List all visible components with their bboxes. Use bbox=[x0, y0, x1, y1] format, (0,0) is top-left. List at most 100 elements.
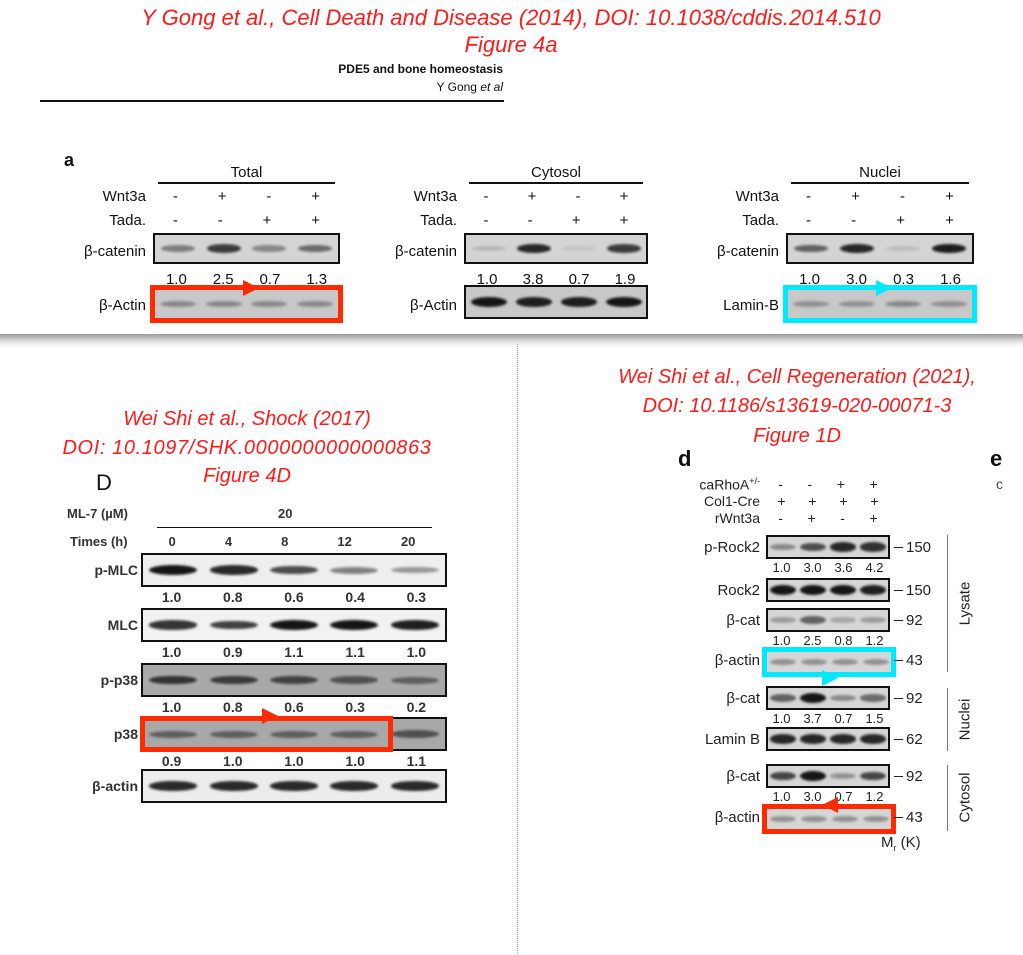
quant-values: 1.0 2.5 0.8 1.2 bbox=[766, 633, 890, 648]
sign: - bbox=[483, 212, 489, 229]
marker-value: 150 bbox=[906, 539, 932, 556]
quant-value: 0.8 bbox=[223, 699, 243, 715]
sign: + bbox=[217, 188, 227, 205]
fraction-bracket bbox=[947, 688, 948, 751]
quant-values: 1.0 3.8 0.7 1.9 bbox=[464, 271, 648, 288]
band bbox=[470, 297, 507, 307]
quant-value: 1.0 bbox=[406, 644, 427, 660]
band bbox=[149, 781, 198, 791]
band bbox=[330, 620, 379, 630]
blot-label: p38 bbox=[113, 726, 138, 742]
blot-β-cat bbox=[766, 686, 890, 710]
band bbox=[330, 781, 379, 791]
quant-values: 1.0 3.0 0.3 1.6 bbox=[786, 271, 974, 288]
fraction-bracket bbox=[947, 765, 948, 831]
quant-value: 0.7 bbox=[568, 271, 590, 288]
blot-label-β-Actin: β-Actin bbox=[410, 297, 457, 314]
band bbox=[839, 301, 875, 307]
quant-value: 1.0 bbox=[772, 711, 791, 726]
quant-values: 0.9 1.0 1.0 1.0 1.1 bbox=[141, 753, 447, 769]
sign: + bbox=[311, 212, 321, 229]
blot-Lamin B bbox=[766, 727, 890, 751]
quant-value: 1.2 bbox=[865, 633, 884, 648]
condition-name: caRhoA bbox=[699, 476, 750, 493]
sign: - bbox=[778, 510, 783, 526]
band bbox=[800, 734, 826, 744]
sign: + bbox=[311, 188, 321, 205]
band bbox=[769, 815, 796, 823]
sign: - bbox=[575, 188, 581, 205]
band bbox=[830, 734, 856, 744]
quant-value: 1.0 bbox=[799, 271, 820, 288]
quant-value: 1.5 bbox=[865, 711, 884, 726]
band bbox=[931, 301, 967, 307]
sign: + bbox=[869, 510, 878, 526]
row-label-wnt3a: Wnt3a bbox=[102, 188, 146, 205]
fraction-label: Cytosol bbox=[956, 772, 974, 823]
sign: - bbox=[806, 188, 812, 205]
running-author-etal: et al bbox=[480, 80, 503, 94]
sign: + bbox=[945, 212, 954, 229]
marker-tick bbox=[894, 817, 903, 818]
sign: - bbox=[172, 188, 178, 205]
band bbox=[209, 730, 258, 738]
band bbox=[606, 244, 641, 253]
band bbox=[886, 246, 920, 251]
time-value: 8 bbox=[281, 534, 289, 549]
marker-tick bbox=[894, 660, 903, 661]
quant-value: 1.1 bbox=[284, 644, 304, 660]
quant-value: 3.0 bbox=[803, 560, 822, 575]
times-label: Times (h) bbox=[70, 534, 128, 549]
sign: + bbox=[619, 212, 629, 229]
panel-e-partial-text: c bbox=[996, 476, 1003, 492]
marker-value: 92 bbox=[906, 768, 923, 785]
time-value: 4 bbox=[224, 534, 233, 549]
band bbox=[159, 300, 196, 308]
group-rule bbox=[158, 182, 335, 184]
blot-beta-catenin bbox=[464, 233, 648, 264]
times-values: 0 4 8 12 20 bbox=[144, 534, 440, 549]
citation-cellregen-line3: Figure 1D bbox=[753, 425, 841, 447]
blot-p-MLC bbox=[141, 553, 447, 587]
quant-values: 1.0 0.8 0.6 0.4 0.3 bbox=[141, 589, 447, 605]
column-divider bbox=[517, 344, 518, 955]
quant-value: 1.0 bbox=[772, 560, 791, 575]
band bbox=[770, 585, 796, 595]
quant-value: 1.2 bbox=[865, 789, 884, 804]
band bbox=[800, 658, 827, 666]
band bbox=[862, 658, 889, 666]
sign: + bbox=[619, 188, 629, 205]
fraction-label: Lysate bbox=[956, 581, 974, 625]
band bbox=[800, 693, 826, 703]
quant-value: 1.0 bbox=[345, 753, 365, 769]
mr-m: M bbox=[881, 834, 894, 851]
sign: - bbox=[483, 188, 489, 205]
panel-label-D: D bbox=[96, 470, 112, 495]
sign: + bbox=[807, 510, 816, 526]
marker-value: 43 bbox=[906, 652, 923, 669]
marker-tick bbox=[894, 590, 903, 591]
wnt3a-signs: - + - + bbox=[464, 188, 648, 205]
band bbox=[770, 543, 796, 551]
blot-label: β-actin bbox=[92, 778, 138, 794]
band bbox=[251, 300, 288, 308]
quant-value: 0.6 bbox=[284, 699, 304, 715]
blot-p38 bbox=[141, 717, 447, 751]
quant-value: 0.4 bbox=[345, 589, 365, 605]
quant-value: 3.7 bbox=[803, 711, 822, 726]
row-label-wnt3a: Wnt3a bbox=[735, 188, 779, 205]
ml7-rule bbox=[157, 527, 432, 528]
group-rule bbox=[469, 182, 643, 184]
quant-value: 0.7 bbox=[834, 711, 853, 726]
band bbox=[862, 815, 889, 823]
band bbox=[269, 781, 318, 791]
band bbox=[209, 675, 258, 685]
band bbox=[830, 542, 856, 552]
band bbox=[471, 246, 506, 251]
sign: + bbox=[571, 212, 581, 229]
band bbox=[860, 734, 886, 744]
quant-value: 0.2 bbox=[406, 699, 427, 715]
band bbox=[269, 620, 318, 630]
row-label-tada: Tada. bbox=[420, 212, 457, 229]
group-title: Total bbox=[230, 164, 263, 181]
